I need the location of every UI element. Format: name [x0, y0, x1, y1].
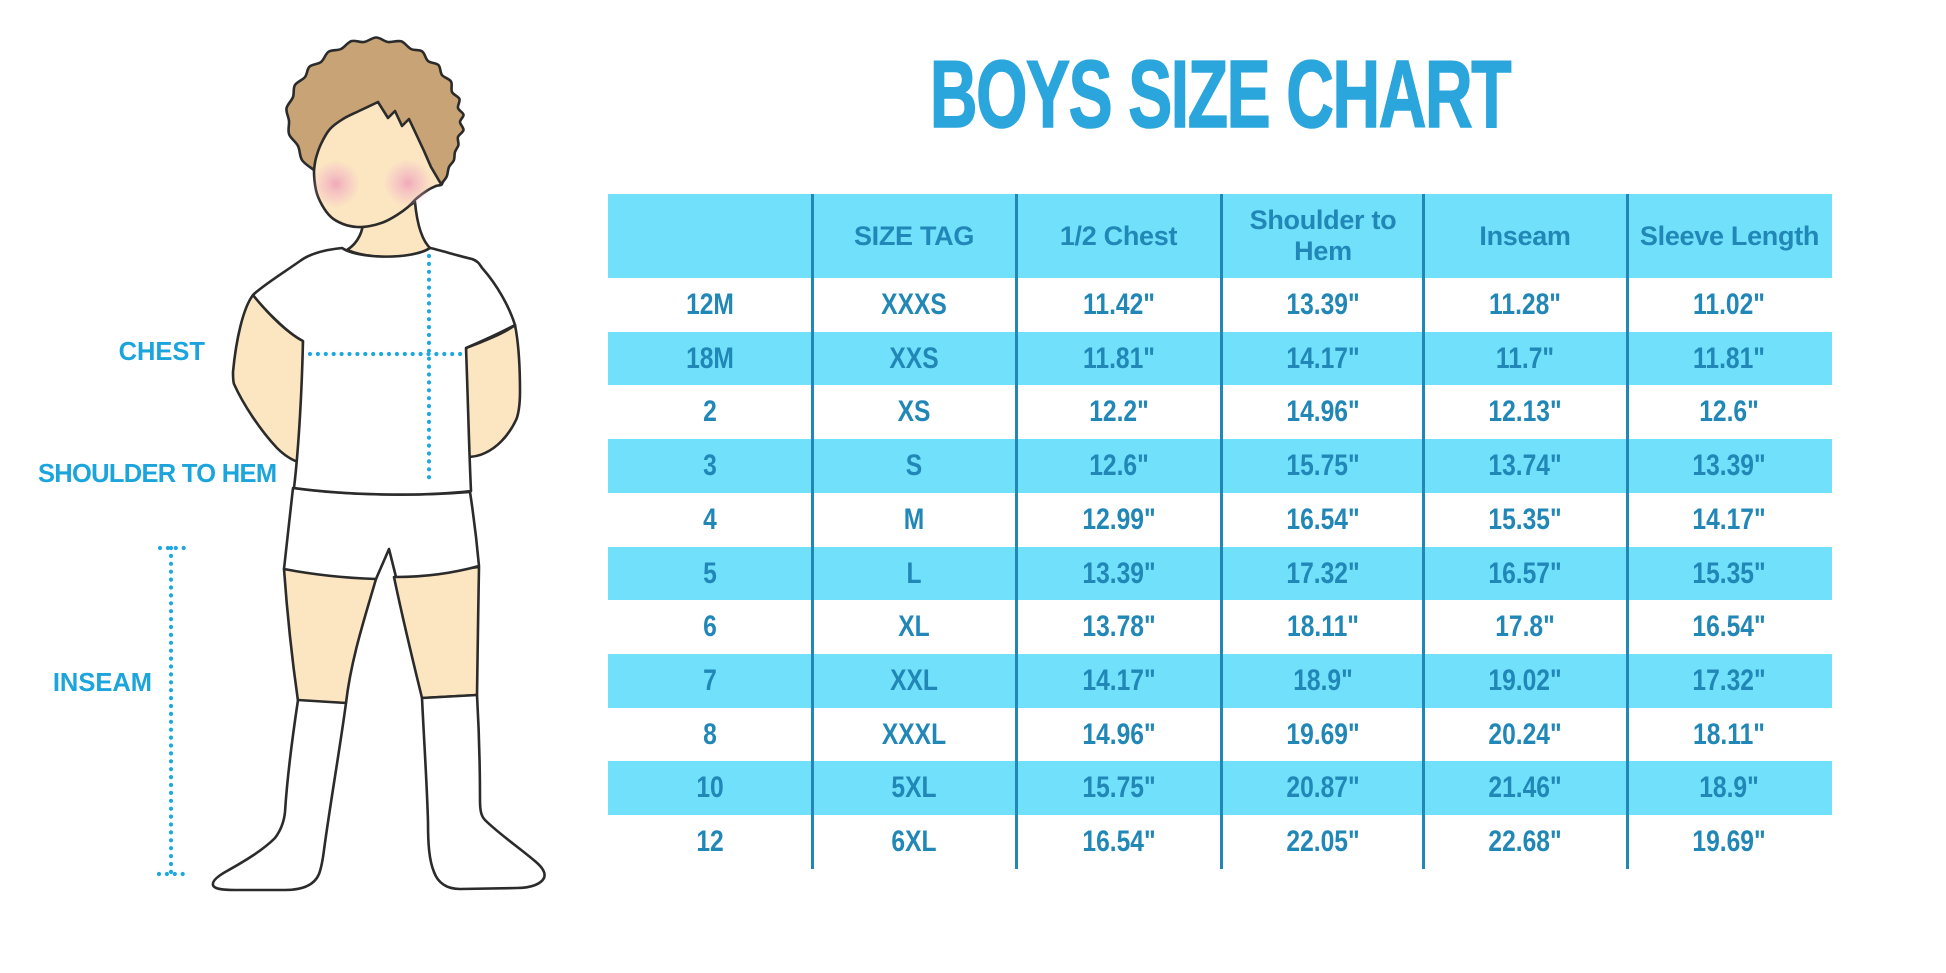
svg-text:SHOULDER TO HEM: SHOULDER TO HEM	[38, 460, 276, 488]
svg-text:CHEST: CHEST	[119, 338, 206, 366]
svg-text:INSEAM: INSEAM	[53, 669, 152, 697]
